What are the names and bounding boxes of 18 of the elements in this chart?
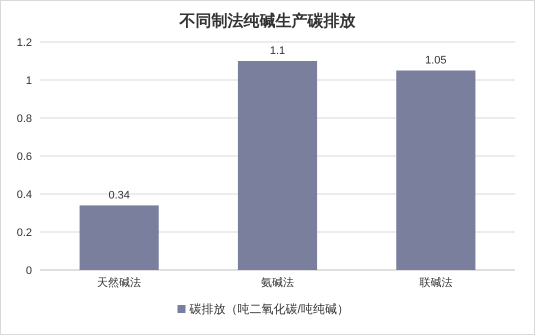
bar: [238, 61, 318, 270]
x-tick-label: 天然碱法: [97, 276, 142, 289]
data-label: 1.05: [425, 54, 447, 66]
y-tick-label: 0.6: [16, 151, 32, 163]
legend-label: 碳排放（吨二氧化碳/吨纯碱）: [188, 302, 349, 316]
y-tick-label: 0.4: [16, 189, 32, 201]
data-label: 1.1: [270, 45, 286, 57]
y-tick-label: 1.2: [16, 37, 32, 49]
bar: [80, 205, 159, 270]
y-tick-label: 0.8: [16, 113, 32, 125]
y-tick-label: 1: [26, 75, 32, 87]
chart-title: 不同制法纯碱生产碳排放: [178, 12, 356, 30]
x-tick-label: 联碱法: [419, 276, 452, 289]
data-label: 0.34: [108, 189, 130, 202]
y-tick-label: 0: [26, 265, 32, 277]
bar: [396, 70, 476, 270]
x-tick-label: 氨碱法: [261, 276, 294, 289]
y-tick-label: 0.2: [16, 227, 32, 239]
